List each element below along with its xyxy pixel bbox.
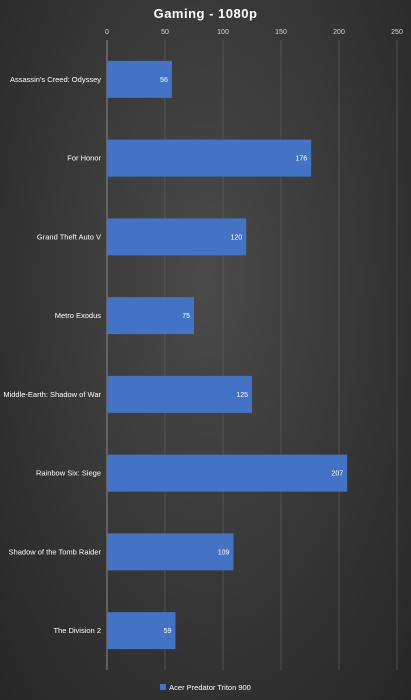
bar-value-label: 125 [236, 392, 248, 399]
bar-value-label: 59 [164, 628, 172, 635]
x-tick-label: 150 [275, 29, 287, 36]
category-label: Grand Theft Auto V [37, 232, 101, 241]
category-label: For Honor [67, 154, 101, 163]
category-label: Rainbow Six: Siege [36, 469, 101, 478]
bar-value-label: 109 [218, 549, 230, 556]
bar-value-label: 176 [295, 156, 307, 163]
category-label: Metro Exodus [55, 311, 102, 320]
legend: Acer Predator Triton 900 [0, 683, 411, 692]
bar [107, 375, 252, 413]
bar [107, 533, 234, 571]
category-label: Shadow of the Tomb Raider [9, 547, 102, 556]
bar-value-label: 56 [160, 77, 168, 84]
x-tick-label: 0 [105, 29, 109, 36]
x-tick-label: 50 [161, 29, 169, 36]
bar-value-label: 75 [182, 313, 190, 320]
legend-swatch [160, 684, 167, 691]
bar [107, 297, 194, 335]
bar-value-label: 207 [331, 471, 343, 478]
x-tick-label: 200 [333, 29, 345, 36]
bar [107, 218, 247, 256]
category-label: Assassin's Creed: Odyssey [10, 75, 101, 84]
category-label: Middle-Earth: Shadow of War [3, 390, 101, 399]
bar [107, 612, 176, 650]
bar [107, 454, 348, 492]
x-tick-label: 100 [217, 29, 229, 36]
bar-value-label: 120 [231, 234, 243, 241]
category-label: The Division 2 [53, 626, 101, 635]
bar [107, 60, 172, 98]
bar [107, 139, 312, 177]
legend-label: Acer Predator Triton 900 [169, 683, 251, 692]
chart-title: Gaming - 1080p [153, 6, 258, 21]
x-tick-label: 250 [391, 29, 403, 36]
